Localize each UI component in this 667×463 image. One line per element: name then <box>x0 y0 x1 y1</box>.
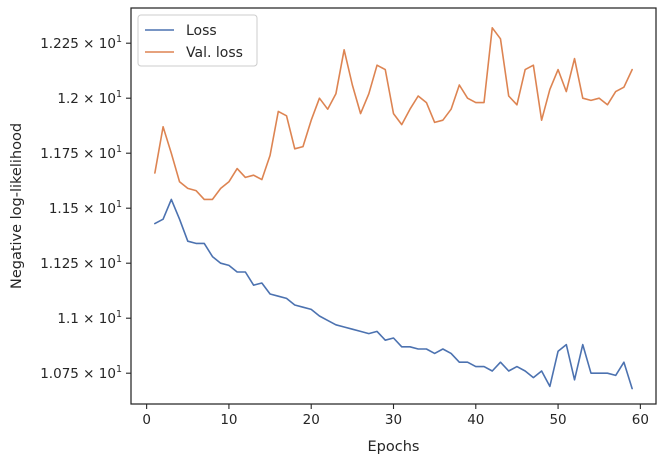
y-tick-label: 1.1 × 101 <box>57 309 122 327</box>
series-line-loss <box>154 198 633 390</box>
x-tick-label: 50 <box>549 412 566 428</box>
y-axis: 1.075 × 101 1.1 × 101 1.125 × 101 1.15 × 10… <box>40 34 131 382</box>
x-tick-label: 0 <box>142 412 151 428</box>
x-axis-label: Epochs <box>368 439 420 455</box>
x-axis: 0 10 20 30 40 50 60 <box>142 404 649 428</box>
x-tick-label: 10 <box>220 412 237 428</box>
plot-area <box>131 8 656 404</box>
y-tick-label: 1.2 × 101 <box>57 89 122 107</box>
x-tick-label: 40 <box>467 412 484 428</box>
legend: Loss Val. loss <box>137 14 258 67</box>
legend-label-val-loss: Val. loss <box>186 45 243 61</box>
y-tick-label: 1.175 × 101 <box>40 144 122 162</box>
x-tick-label: 20 <box>303 412 320 428</box>
legend-label-loss: Loss <box>186 23 217 39</box>
y-tick-label: 1.225 × 101 <box>40 34 122 52</box>
y-tick-label: 1.15 × 101 <box>49 199 122 217</box>
legend-box <box>137 14 258 67</box>
y-tick-label: 1.125 × 101 <box>40 254 122 272</box>
y-tick-label: 1.075 × 101 <box>40 364 122 382</box>
x-tick-label: 60 <box>632 412 649 428</box>
series-line-val-loss <box>154 26 633 201</box>
y-axis-label: Negative log-likelihood <box>9 123 25 289</box>
x-tick-label: 30 <box>385 412 402 428</box>
series-layer <box>154 26 633 390</box>
